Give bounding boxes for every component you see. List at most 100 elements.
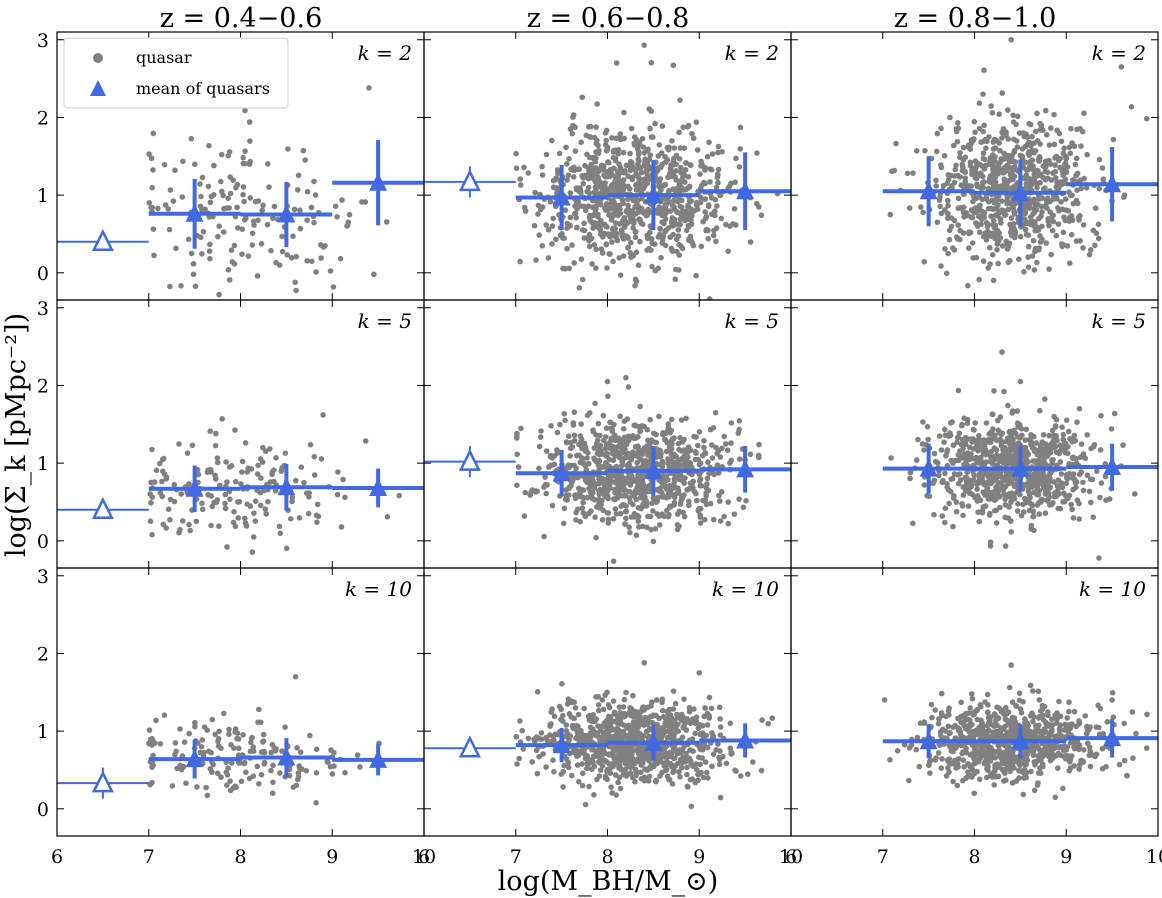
quasar-point	[580, 499, 586, 506]
quasar-point	[650, 134, 656, 140]
quasar-point	[952, 166, 959, 173]
quasar-point	[520, 746, 526, 752]
quasar-point	[1014, 408, 1020, 414]
quasar-point	[178, 283, 184, 289]
quasar-point	[1037, 239, 1044, 245]
quasar-point	[931, 450, 938, 457]
mean-markers	[57, 139, 424, 251]
quasar-point	[971, 427, 977, 433]
quasar-point	[623, 689, 629, 696]
quasar-point	[623, 208, 630, 215]
quasar-point	[1006, 490, 1013, 497]
quasar-point	[650, 438, 656, 445]
quasar-point	[612, 747, 618, 754]
quasar-point	[1097, 494, 1103, 501]
quasar-point	[1038, 442, 1044, 448]
quasar-point	[966, 484, 972, 491]
quasar-point	[955, 222, 961, 228]
quasar-point	[670, 231, 676, 238]
quasar-point	[614, 237, 621, 244]
quasar-point	[603, 241, 610, 247]
quasar-point	[627, 529, 633, 536]
quasar-point	[677, 774, 683, 780]
quasar-point	[631, 514, 638, 520]
quasar-point	[223, 459, 229, 465]
quasar-point	[571, 432, 578, 439]
quasar-point	[576, 166, 582, 172]
y-tick-label: 1	[37, 453, 49, 475]
quasar-point	[224, 479, 230, 485]
panel-k-label: k = 10	[345, 577, 412, 601]
quasar-point	[981, 67, 987, 73]
quasar-point	[639, 477, 645, 484]
quasar-point	[577, 518, 583, 525]
quasar-point	[999, 129, 1005, 136]
quasar-point	[1063, 480, 1070, 487]
quasar-point	[974, 493, 981, 499]
quasar-point	[197, 181, 203, 187]
quasar-point	[906, 205, 913, 211]
quasar-point	[243, 215, 249, 221]
quasar-point	[647, 416, 653, 423]
quasar-point	[1092, 205, 1099, 211]
quasar-point	[715, 179, 721, 186]
quasar-point	[603, 736, 610, 742]
quasar-point	[623, 374, 629, 381]
quasar-point	[625, 384, 632, 390]
quasar-point	[548, 709, 554, 715]
quasar-point	[666, 511, 672, 518]
quasar-point	[921, 259, 927, 265]
quasar-point	[635, 453, 641, 460]
quasar-point	[234, 204, 240, 211]
quasar-point	[639, 489, 646, 496]
quasar-point	[308, 204, 315, 211]
quasar-point	[607, 472, 614, 479]
quasar-point	[997, 414, 1004, 420]
mean-marker	[277, 747, 296, 766]
quasar-point	[974, 181, 980, 187]
quasar-point	[1002, 502, 1009, 508]
quasar-point	[1019, 432, 1025, 439]
quasar-point	[758, 767, 765, 774]
quasar-point	[1042, 396, 1048, 402]
quasar-point	[303, 767, 310, 774]
quasar-point	[1074, 419, 1080, 426]
quasar-point	[1033, 440, 1039, 446]
quasar-point	[657, 225, 663, 232]
quasar-point	[627, 770, 634, 776]
quasar-point	[1009, 410, 1016, 416]
y-axis-title: log(Σ_k [pMpc⁻²])	[1, 313, 32, 557]
quasar-point	[695, 754, 702, 761]
quasar-point	[259, 207, 266, 214]
quasar-point	[525, 170, 532, 176]
quasar-point	[549, 223, 556, 229]
quasar-point	[150, 130, 157, 137]
quasar-point	[644, 168, 650, 174]
quasar-point	[227, 190, 234, 197]
quasar-point	[635, 518, 642, 524]
quasar-point	[992, 154, 998, 160]
quasar-point	[567, 190, 574, 196]
quasar-point	[999, 349, 1005, 355]
quasar-point	[926, 493, 933, 500]
quasar-point	[648, 703, 654, 709]
quasar-point	[565, 485, 572, 492]
quasar-point	[1032, 245, 1039, 252]
quasar-points	[146, 85, 390, 300]
quasar-point	[632, 778, 638, 785]
quasar-point	[716, 492, 722, 499]
quasar-point	[694, 777, 701, 784]
quasar-point	[641, 778, 648, 784]
quasar-point	[702, 759, 709, 765]
quasar-point	[578, 256, 585, 263]
quasar-point	[1028, 441, 1034, 448]
quasar-point	[593, 124, 599, 130]
quasar-point	[584, 412, 591, 419]
quasar-point	[648, 108, 654, 114]
quasar-point	[249, 549, 256, 555]
quasar-point	[221, 710, 227, 717]
quasar-point	[561, 505, 568, 512]
quasar-point	[1025, 243, 1032, 250]
quasar-point	[725, 520, 732, 527]
